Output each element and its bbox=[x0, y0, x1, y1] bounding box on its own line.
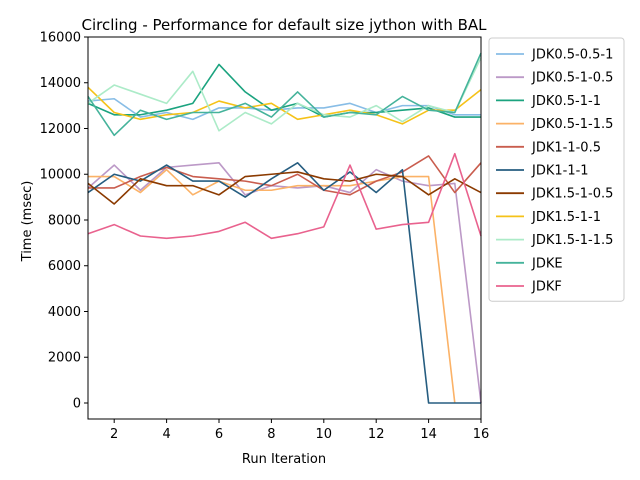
series-line-8 bbox=[87, 57, 482, 132]
x-axis: 2 4 6 8 10 12 14 16 bbox=[110, 419, 489, 442]
y-tick-label: 16000 bbox=[40, 31, 81, 46]
legend-entry: JDK1.5-1-0.5 bbox=[531, 187, 613, 202]
x-tick-label: 12 bbox=[368, 427, 385, 442]
series-line-5 bbox=[87, 162, 481, 404]
legend-entry: JDK1-1-0.5 bbox=[531, 140, 601, 155]
series-lines bbox=[87, 52, 482, 404]
plot-frame bbox=[87, 36, 482, 420]
series-line-2 bbox=[87, 63, 481, 118]
y-axis-label: Time (msec) bbox=[20, 181, 35, 263]
legend-entry: JDKF bbox=[531, 280, 562, 295]
y-tick-label: 12000 bbox=[40, 122, 81, 137]
y-axis: 0 2000 4000 6000 8000 10000 12000 14000 16000 bbox=[40, 31, 88, 411]
series-line-1 bbox=[87, 162, 482, 404]
x-tick-label: 10 bbox=[316, 427, 333, 442]
legend-entry: JDK1.5-1-1.5 bbox=[531, 233, 613, 248]
y-tick-label: 0 bbox=[73, 396, 81, 411]
x-tick-label: 8 bbox=[267, 427, 275, 442]
x-tick-label: 16 bbox=[473, 427, 490, 442]
legend-entry: JDK0.5-1-1.5 bbox=[531, 117, 613, 132]
series-line-4 bbox=[88, 155, 482, 196]
x-axis-label: Run Iteration bbox=[242, 452, 326, 467]
legend-box bbox=[488, 37, 625, 302]
x-tick-label: 2 bbox=[110, 427, 118, 442]
series-line-7 bbox=[87, 86, 482, 125]
chart-title: Circling - Performance for default size … bbox=[81, 16, 487, 34]
y-tick-label: 10000 bbox=[40, 168, 81, 183]
series-line-3 bbox=[88, 168, 456, 404]
x-tick-label: 14 bbox=[420, 427, 437, 442]
series-line-10 bbox=[87, 152, 482, 240]
legend-entry: JDK0.5-1-1 bbox=[531, 94, 601, 109]
legend-entry: JDK0.5-0.5-1 bbox=[531, 48, 613, 63]
legend: JDK0.5-0.5-1 JDK0.5-1-0.5 JDK0.5-1-1 JDK0.5… bbox=[488, 37, 625, 302]
x-tick-label: 6 bbox=[215, 427, 223, 442]
series-line-9 bbox=[87, 52, 482, 137]
y-tick-label: 4000 bbox=[48, 305, 81, 320]
series-line-6 bbox=[87, 171, 482, 205]
legend-entry: JDK0.5-1-0.5 bbox=[531, 71, 613, 86]
y-tick-label: 14000 bbox=[40, 76, 81, 91]
x-tick-label: 4 bbox=[162, 427, 170, 442]
legend-entry: JDK1.5-1-1 bbox=[531, 210, 601, 225]
legend-entry: JDKE bbox=[531, 256, 563, 271]
y-tick-label: 8000 bbox=[48, 213, 81, 228]
y-tick-label: 6000 bbox=[48, 259, 81, 274]
legend-entry: JDK1-1-1 bbox=[531, 164, 589, 179]
y-tick-label: 2000 bbox=[48, 351, 81, 366]
